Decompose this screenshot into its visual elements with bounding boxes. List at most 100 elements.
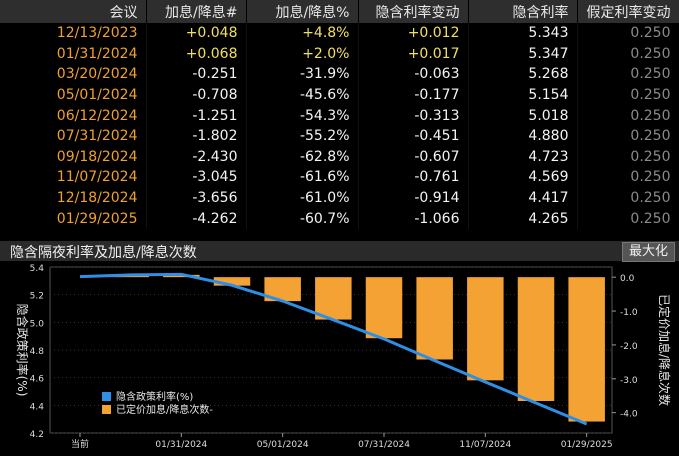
assumed-change-cell: 0.250 [577, 43, 679, 65]
col-header-implied-change[interactable]: 隐含利率变动 [358, 0, 469, 23]
bar-mark [315, 277, 352, 320]
implied-rate-cell: 4.723 [468, 146, 578, 168]
bar-mark [365, 277, 403, 339]
meeting-date-cell: 06/12/2024 [0, 105, 147, 126]
implied-rate-cell: 5.018 [468, 105, 578, 126]
maximize-button[interactable]: 最大化 [621, 242, 675, 262]
meeting-date-cell: 01/29/2025 [0, 208, 147, 229]
hikes-pct-cell: +4.8% [246, 23, 359, 44]
legend-label-line: 隐含政策利率(%) [116, 390, 193, 403]
assumed-change-cell: 0.250 [577, 208, 679, 229]
implied-rate-cell: 4.265 [468, 208, 578, 229]
table-row[interactable]: 12/18/2024 -3.656 -61.0% -0.914 4.417 0.250 [0, 187, 679, 209]
chart-header: 隐含隔夜利率及加息/降息次数 最大化 [0, 241, 679, 262]
table-header-row: 会议 加息/降息# 加息/降息% 隐含利率变动 隐含利率 假定利率变动 [0, 0, 679, 23]
implied-change-cell: +0.012 [358, 23, 469, 44]
bar-mark [264, 277, 301, 302]
bar-mark [163, 274, 200, 278]
hikes-count-cell: -3.045 [146, 167, 247, 188]
table-row[interactable]: 03/20/2024 -0.251 -31.9% -0.063 5.268 0.250 [0, 64, 679, 85]
implied-rate-cell: 5.347 [468, 43, 578, 65]
left-tick-label: 5.4 [30, 264, 45, 274]
bar-mark [213, 277, 251, 286]
implied-rate-cell: 5.343 [468, 23, 578, 44]
right-axis-title: 已定价加息/降息次数 [657, 294, 672, 406]
right-tick-label: -4.0 [620, 410, 638, 420]
legend-label-bar: 已定价加息/降息次数- [116, 403, 213, 416]
hikes-pct-cell: -31.9% [246, 64, 359, 85]
hikes-pct-cell: -55.2% [246, 125, 359, 147]
meeting-date-cell: 12/13/2023 [0, 23, 147, 44]
meeting-date-cell: 12/18/2024 [0, 187, 147, 209]
assumed-change-cell: 0.250 [577, 125, 679, 147]
col-header-hikes-pct[interactable]: 加息/降息% [246, 0, 359, 23]
left-axis-title: 隐含政策利率(%) [15, 304, 30, 397]
implied-change-cell: -0.914 [358, 187, 469, 209]
x-tick-label: 11/07/2024 [459, 440, 511, 450]
meeting-date-cell: 09/18/2024 [0, 146, 147, 168]
right-tick-label: 0.0 [620, 274, 635, 284]
x-tick-label: 07/31/2024 [358, 440, 410, 450]
assumed-change-cell: 0.250 [577, 23, 679, 44]
assumed-change-cell: 0.250 [577, 105, 679, 126]
table-row[interactable]: 05/01/2024 -0.708 -45.6% -0.177 5.154 0.250 [0, 84, 679, 106]
hikes-pct-cell: -60.7% [246, 208, 359, 229]
col-header-implied-rate[interactable]: 隐含利率 [468, 0, 578, 23]
meeting-date-cell: 01/31/2024 [0, 43, 147, 65]
meeting-date-cell: 11/07/2024 [0, 167, 147, 188]
hikes-count-cell: -1.802 [146, 125, 247, 147]
hikes-pct-cell: +2.0% [246, 43, 359, 65]
hikes-pct-cell: -61.0% [246, 187, 359, 209]
implied-rate-cell: 4.417 [468, 187, 578, 209]
hikes-count-cell: -2.430 [146, 146, 247, 168]
col-header-assumed-change[interactable]: 假定利率变动 [577, 0, 679, 23]
hikes-count-cell: -0.708 [146, 84, 247, 106]
hikes-count-cell: -0.251 [146, 64, 247, 85]
table-row[interactable]: 07/31/2024 -1.802 -55.2% -0.451 4.880 0.250 [0, 125, 679, 147]
implied-change-cell: +0.017 [358, 43, 469, 65]
legend-swatch-line [102, 392, 111, 401]
hikes-pct-cell: -45.6% [246, 84, 359, 106]
legend-swatch-bar [102, 405, 111, 414]
rate-chart: 5.4 5.2 5.0 4.8 4.6 4.4 4.2 0.0 -1.0 -2.0 -3.0 -4.0… [15, 264, 672, 450]
left-tick-label: 5.0 [30, 319, 45, 329]
bar-mark [467, 277, 504, 381]
assumed-change-cell: 0.250 [577, 146, 679, 168]
meeting-table: 会议 加息/降息# 加息/降息% 隐含利率变动 隐含利率 假定利率变动 12/1… [0, 0, 679, 229]
implied-rate-cell: 4.569 [468, 167, 578, 188]
table-row[interactable]: 06/12/2024 -1.251 -54.3% -0.313 5.018 0.250 [0, 105, 679, 126]
implied-change-cell: -1.066 [358, 208, 469, 229]
table-row[interactable]: 01/29/2025 -4.262 -60.7% -1.066 4.265 0.250 [0, 208, 679, 229]
chart-title: 隐含隔夜利率及加息/降息次数 [10, 245, 197, 261]
implied-change-cell: -0.313 [358, 105, 469, 126]
right-tick-label: -1.0 [620, 308, 638, 318]
left-tick-label: 4.4 [30, 402, 45, 412]
table-row[interactable]: 12/13/2023 +0.048 +4.8% +0.012 5.343 0.250 [0, 23, 679, 44]
left-tick-label: 4.2 [30, 430, 44, 440]
table-row[interactable]: 09/18/2024 -2.430 -62.8% -0.607 4.723 0.250 [0, 146, 679, 168]
hikes-count-cell: +0.068 [146, 43, 247, 65]
hikes-pct-cell: -61.6% [246, 167, 359, 188]
left-tick-label: 5.2 [30, 292, 44, 302]
assumed-change-cell: 0.250 [577, 187, 679, 209]
implied-change-cell: -0.177 [358, 84, 469, 106]
assumed-change-cell: 0.250 [577, 167, 679, 188]
implied-rate-cell: 5.268 [468, 64, 578, 85]
table-row[interactable]: 11/07/2024 -3.045 -61.6% -0.761 4.569 0.250 [0, 167, 679, 188]
hikes-count-cell: -4.262 [146, 208, 247, 229]
implied-rate-cell: 4.880 [468, 125, 578, 147]
right-tick-label: -2.0 [620, 342, 638, 352]
implied-change-cell: -0.063 [358, 64, 469, 85]
x-tick-label: 当前 [71, 438, 89, 450]
left-tick-label: 4.6 [30, 375, 45, 385]
x-tick-label: 01/31/2024 [155, 440, 207, 450]
col-header-meeting[interactable]: 会议 [0, 0, 147, 23]
assumed-change-cell: 0.250 [577, 84, 679, 106]
hikes-count-cell: -1.251 [146, 105, 247, 126]
table-row[interactable]: 01/31/2024 +0.068 +2.0% +0.017 5.347 0.250 [0, 43, 679, 65]
implied-rate-cell: 5.154 [468, 84, 578, 106]
x-tick-label: 05/01/2024 [257, 440, 309, 450]
hikes-count-cell: +0.048 [146, 23, 247, 44]
implied-change-cell: -0.607 [358, 146, 469, 168]
col-header-hikes-count[interactable]: 加息/降息# [146, 0, 247, 23]
